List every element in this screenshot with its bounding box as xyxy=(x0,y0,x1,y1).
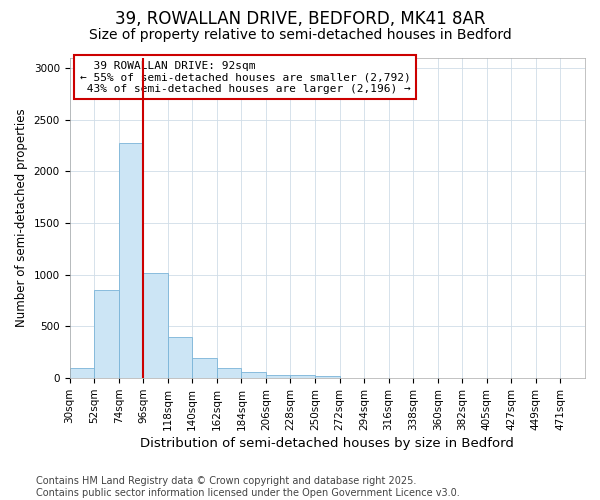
Bar xyxy=(192,358,217,378)
Bar xyxy=(94,290,119,378)
Bar xyxy=(168,337,192,378)
Bar xyxy=(241,372,266,378)
Bar xyxy=(217,368,241,378)
Text: 39 ROWALLAN DRIVE: 92sqm
← 55% of semi-detached houses are smaller (2,792)
 43% : 39 ROWALLAN DRIVE: 92sqm ← 55% of semi-d… xyxy=(80,60,410,94)
Y-axis label: Number of semi-detached properties: Number of semi-detached properties xyxy=(15,108,28,327)
Bar xyxy=(143,272,168,378)
X-axis label: Distribution of semi-detached houses by size in Bedford: Distribution of semi-detached houses by … xyxy=(140,437,514,450)
Text: Contains HM Land Registry data © Crown copyright and database right 2025.
Contai: Contains HM Land Registry data © Crown c… xyxy=(36,476,460,498)
Bar xyxy=(290,375,315,378)
Bar xyxy=(119,144,143,378)
Bar xyxy=(315,376,340,378)
Bar xyxy=(266,375,290,378)
Bar xyxy=(70,368,94,378)
Text: Size of property relative to semi-detached houses in Bedford: Size of property relative to semi-detach… xyxy=(89,28,511,42)
Text: 39, ROWALLAN DRIVE, BEDFORD, MK41 8AR: 39, ROWALLAN DRIVE, BEDFORD, MK41 8AR xyxy=(115,10,485,28)
